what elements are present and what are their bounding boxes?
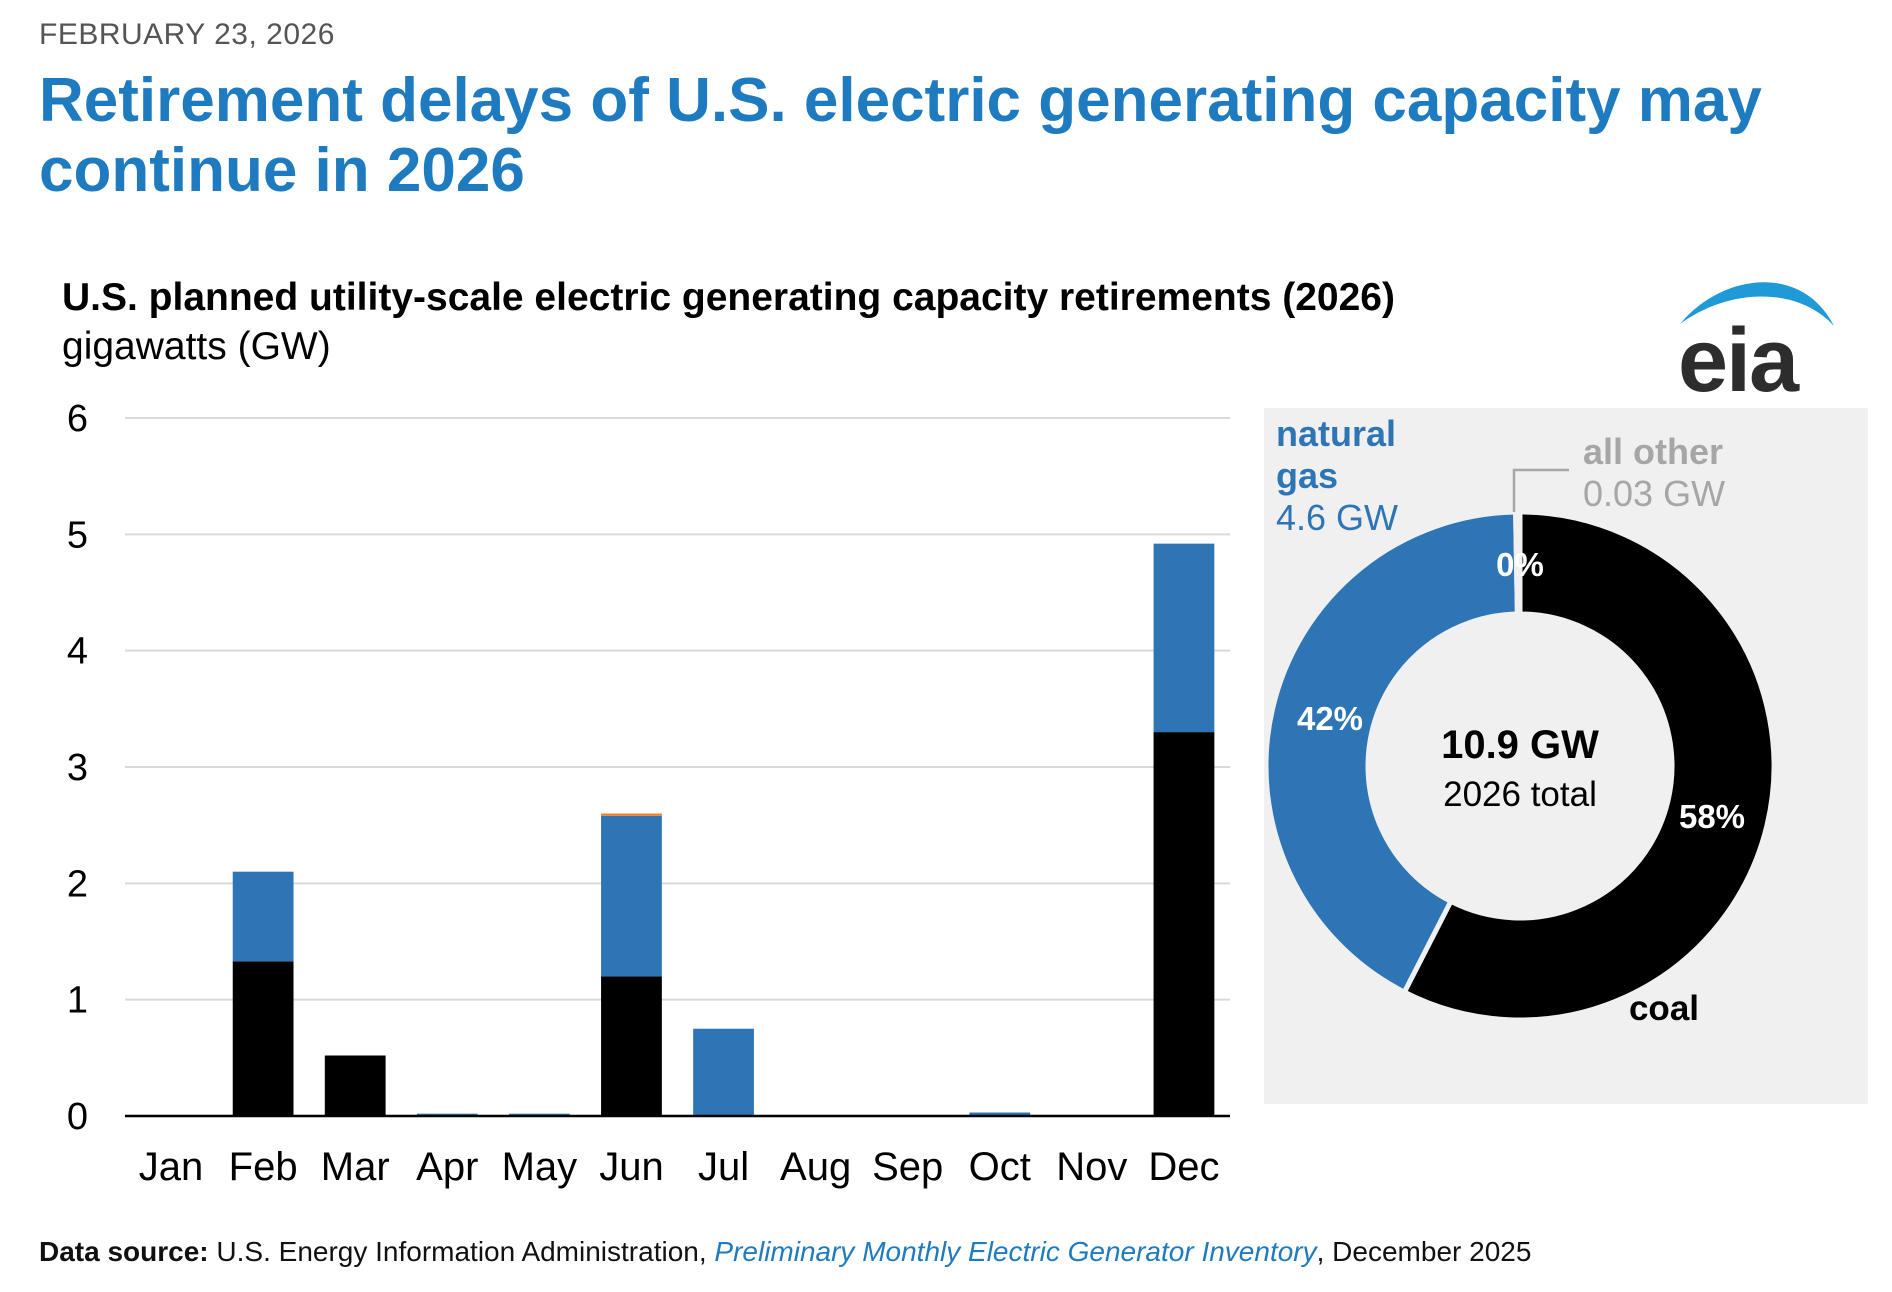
- donut-chart: 10.9 GW 2026 total 58% 42% 0% coal naturalgas4…: [1264, 413, 1777, 1028]
- x-tick-label: Oct: [969, 1145, 1031, 1189]
- x-tick-label: Jun: [599, 1145, 664, 1189]
- source-text: U.S. Energy Information Administration,: [208, 1236, 715, 1267]
- publish-date: FEBRUARY 23, 2026: [39, 18, 335, 51]
- y-tick-label: 3: [67, 747, 88, 789]
- x-tick-label: Nov: [1056, 1145, 1127, 1189]
- y-axis-units-label: gigawatts (GW): [62, 325, 331, 368]
- bar-all-other: [601, 813, 662, 816]
- eia-logo[interactable]: eia: [1678, 311, 1799, 411]
- bar-coal: [601, 976, 662, 1116]
- slice-value-natural-gas: 4.6 GW: [1276, 497, 1398, 538]
- y-tick-label: 2: [67, 863, 88, 905]
- slice-label-natural-gas: natural: [1276, 413, 1396, 454]
- percent-label-all-other: 0%: [1496, 546, 1544, 583]
- bar-natural-gas: [232, 871, 294, 962]
- slice-label-coal: coal: [1629, 989, 1699, 1028]
- donut-slice-all-other: [1513, 509, 1523, 617]
- bar-coal: [1153, 732, 1215, 1116]
- y-tick-label: 5: [67, 514, 88, 556]
- bar-coal: [324, 1055, 386, 1116]
- donut-panel: 10.9 GW 2026 total 58% 42% 0% coal natural gas 4…: [1264, 408, 1868, 1104]
- leader-line-all-other: [1512, 468, 1569, 512]
- x-tick-label: Jan: [139, 1145, 204, 1189]
- source-date: , December 2025: [1316, 1236, 1532, 1267]
- eia-swoosh-icon: [1680, 282, 1834, 326]
- y-tick-label: 4: [67, 631, 88, 673]
- bar-chart: 0 1 2 3 4 5 6 Jan Feb Mar Apr May Jun Jul Aug Sep Oct Nov…: [67, 398, 1230, 1189]
- donut-total-label: 2026 total: [1443, 775, 1597, 814]
- x-tick-label: Feb: [229, 1145, 298, 1189]
- bar-natural-gas: [1153, 543, 1215, 733]
- slice-label-natural-gas: gas: [1276, 455, 1338, 496]
- y-tick-label: 1: [67, 980, 88, 1022]
- slice-value-all-other: 0.03 GW: [1583, 473, 1725, 514]
- source-prefix: Data source:: [39, 1236, 209, 1267]
- bar-natural-gas: [969, 1112, 1031, 1116]
- data-source: Data source: U.S. Energy Information Adm…: [39, 1236, 1531, 1268]
- x-tick-label: Aug: [780, 1145, 851, 1189]
- bar-natural-gas: [601, 815, 662, 977]
- donut-total-value: 10.9 GW: [1441, 723, 1599, 767]
- bar-natural-gas: [693, 1028, 754, 1116]
- percent-label-natural-gas: 42%: [1297, 700, 1363, 737]
- chart-title: U.S. planned utility-scale electric gene…: [62, 276, 1395, 319]
- donut-slice-coal: [1400, 509, 1777, 1023]
- slice-label-all-other: all other: [1583, 431, 1723, 472]
- x-tick-label: Mar: [321, 1145, 390, 1189]
- donut-slice-natural-gas: [1264, 509, 1520, 996]
- x-tick-label: Sep: [872, 1145, 943, 1189]
- x-tick-label: Dec: [1148, 1145, 1219, 1189]
- y-tick-label: 6: [67, 398, 88, 440]
- x-tick-label: May: [502, 1145, 578, 1189]
- x-tick-label: Jul: [698, 1145, 749, 1189]
- headline: Retirement delays of U.S. electric gener…: [39, 66, 1762, 205]
- source-link[interactable]: Preliminary Monthly Electric Generator I…: [714, 1236, 1317, 1267]
- y-tick-label: 0: [67, 1096, 88, 1138]
- x-tick-label: Apr: [416, 1145, 478, 1189]
- percent-label-coal: 58%: [1679, 798, 1745, 835]
- bar-coal: [232, 961, 294, 1116]
